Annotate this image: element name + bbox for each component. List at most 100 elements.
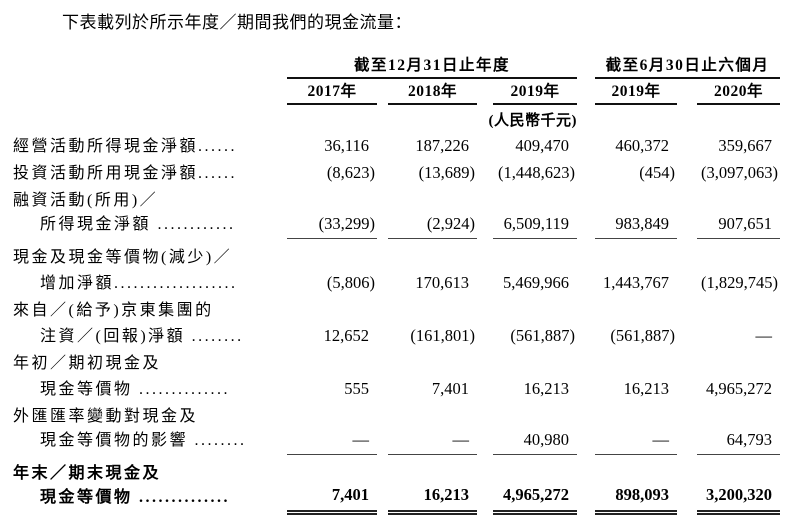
cell-value: (8,623)	[326, 163, 375, 182]
row-label: 融資活動(所用)／	[13, 192, 159, 209]
table-row: 融資活動(所用)／	[13, 183, 780, 210]
column-gap	[377, 267, 388, 293]
table-row: 現金及現金等價物(減少)／	[13, 238, 780, 267]
table-row: 經營活動所得現金淨額...... 36,116 187,226 409,470 …	[13, 130, 780, 156]
cell-value: 6,509,119	[493, 210, 577, 239]
cell-value: 7,401	[287, 483, 377, 515]
cell-value: 1,443,767	[603, 273, 669, 292]
column-gap	[677, 373, 697, 399]
cash-flow-table: 截至12月31日止年度 截至6月30日止六個月 2017年 2018年 2019…	[13, 53, 781, 515]
table-row: 增加淨額................... (5,806) 170,613 …	[13, 267, 780, 293]
year-column-header: 2019年	[595, 78, 677, 105]
year-column-header: 2018年	[388, 78, 477, 105]
column-gap	[377, 426, 388, 454]
cell-value: 7,401	[431, 379, 469, 398]
column-gap	[477, 426, 493, 454]
cell-value: 16,213	[388, 483, 477, 515]
cell-value: (454)	[639, 163, 675, 182]
cell-value: 40,980	[493, 426, 577, 455]
cell-value: (1,829,745)	[701, 273, 779, 292]
cell-value: (13,689)	[418, 163, 475, 182]
column-gap	[577, 78, 595, 104]
page-title: 下表載列於所示年度／期間我們的現金流量：	[62, 13, 412, 32]
column-gap	[377, 373, 388, 399]
column-gap	[477, 130, 493, 156]
column-gap	[677, 267, 697, 293]
cell-value: —	[287, 426, 377, 455]
row-label-continuation: 增加淨額...................	[40, 275, 238, 292]
column-gap	[577, 483, 595, 512]
cell-value: 12,652	[323, 326, 369, 345]
column-gap	[677, 426, 697, 454]
cell-value: (33,299)	[287, 210, 377, 239]
column-gap	[477, 267, 493, 293]
column-gap	[377, 483, 388, 512]
table-row: 現金等價物 .............. 555 7,401 16,213 16…	[13, 373, 780, 399]
row-label: 來自／(給予)京東集團的	[13, 302, 214, 319]
column-gap	[677, 78, 697, 104]
cell-value: (1,448,623)	[498, 163, 575, 182]
cell-value: —	[595, 426, 677, 455]
cell-value: 4,965,272	[706, 379, 773, 398]
table-row: 所得現金淨額 ............ (33,299) (2,924) 6,5…	[13, 210, 781, 239]
table-row: 注資／(回報)淨額 ........ 12,652 (161,801) (561…	[13, 320, 780, 346]
column-gap	[577, 267, 595, 293]
row-label-continuation: 現金等價物的影響 ........	[40, 432, 247, 449]
cell-value: 460,372	[615, 136, 669, 155]
column-gap	[377, 210, 388, 238]
column-gap	[577, 130, 595, 156]
cell-value: 555	[344, 379, 369, 398]
column-gap	[477, 320, 493, 346]
cell-value: 187,226	[415, 136, 469, 155]
row-label-continuation: 注資／(回報)淨額 ........	[40, 328, 244, 345]
column-group-header: 截至6月30日止六個月	[595, 53, 781, 79]
column-gap	[577, 156, 595, 183]
cell-value: 16,213	[623, 379, 669, 398]
unit-note: (人民幣千元)	[488, 113, 577, 129]
cell-value: (161,801)	[410, 326, 475, 345]
column-gap	[377, 78, 388, 104]
column-group-row: 截至12月31日止年度 截至6月30日止六個月	[13, 53, 781, 79]
document-page: 下表載列於所示年度／期間我們的現金流量： 截至12月31日止年度 截至6月30日…	[13, 13, 781, 515]
cell-value: (561,887)	[610, 326, 675, 345]
cell-value: —	[755, 326, 773, 345]
year-column-header: 2020年	[697, 78, 781, 105]
row-label-continuation: 現金等價物 ..............	[40, 489, 231, 506]
year-column-header: 2019年	[493, 78, 577, 105]
row-label-continuation: 所得現金淨額 ............	[40, 216, 236, 233]
cell-value: 5,469,966	[503, 273, 569, 292]
column-gap	[677, 483, 697, 512]
row-label: 外匯匯率變動對現金及	[13, 408, 199, 425]
column-gap	[477, 78, 493, 104]
year-column-header: 2017年	[287, 78, 377, 105]
column-gap	[577, 320, 595, 346]
row-label: 年初／期初現金及	[13, 355, 162, 372]
column-gap	[477, 483, 493, 512]
cell-value: 898,093	[595, 483, 677, 515]
unit-note-row: (人民幣千元)	[13, 104, 780, 130]
column-gap	[377, 130, 388, 156]
column-gap	[577, 210, 595, 238]
cell-value: 359,667	[718, 136, 773, 155]
table-row: 投資活動所用現金淨額...... (8,623) (13,689) (1,448…	[13, 156, 780, 183]
column-gap	[677, 210, 697, 238]
column-gap	[377, 320, 388, 346]
year-header-row: 2017年 2018年 2019年 2019年 2020年	[13, 78, 781, 105]
table-row: 年初／期初現金及	[13, 346, 780, 373]
row-label: 經營活動所得現金淨額......	[13, 138, 238, 155]
column-gap	[477, 373, 493, 399]
column-gap	[377, 156, 388, 183]
table-row: 現金等價物的影響 ........ — — 40,980 — 64,793	[13, 426, 781, 455]
cell-value: (561,887)	[510, 326, 575, 345]
column-gap	[477, 156, 493, 183]
cell-value: 409,470	[515, 136, 569, 155]
cell-value: 3,200,320	[697, 483, 781, 515]
column-gap	[577, 53, 595, 78]
row-label: 年末／期末現金及	[13, 465, 162, 482]
column-gap	[677, 130, 697, 156]
cell-value: 983,849	[595, 210, 677, 239]
table-row: 來自／(給予)京東集團的	[13, 293, 780, 320]
cell-value: (2,924)	[388, 210, 477, 239]
column-group-header: 截至12月31日止年度	[287, 53, 577, 79]
cell-value: —	[388, 426, 477, 455]
